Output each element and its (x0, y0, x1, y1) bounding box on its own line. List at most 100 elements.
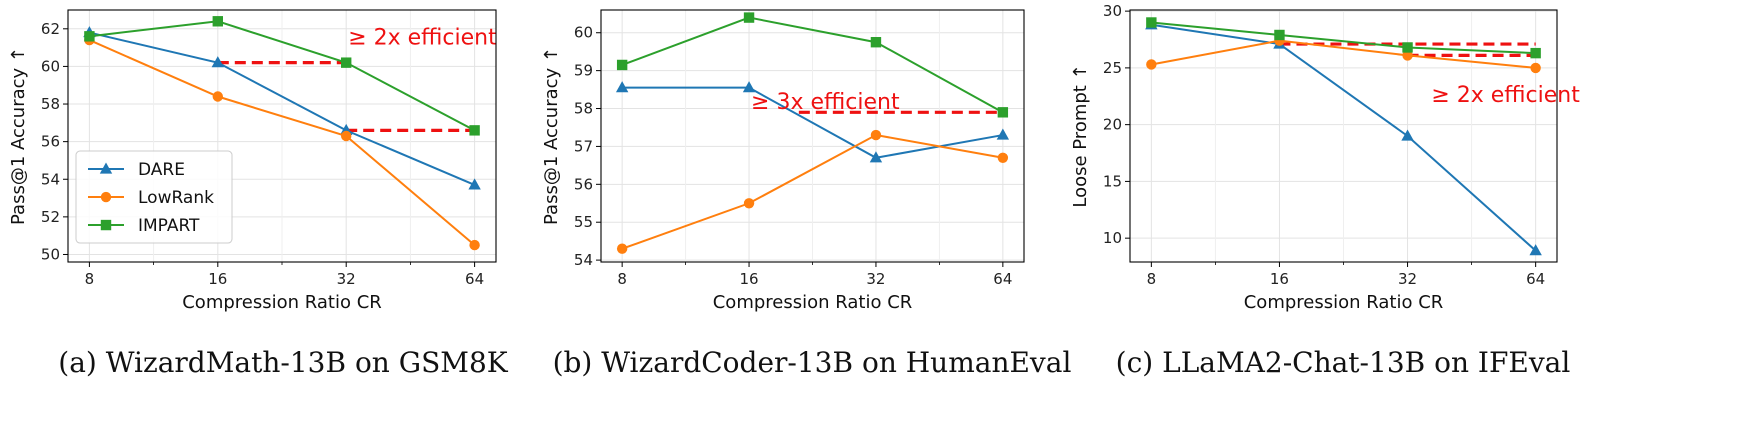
series-line-impart (1151, 21, 1536, 55)
x-axis-label: Compression Ratio CR (713, 292, 913, 313)
y-tick-label: 57 (574, 137, 593, 155)
y-tick-label: 54 (574, 251, 593, 269)
x-tick-label: 8 (617, 270, 627, 288)
x-tick-label: 64 (1526, 270, 1545, 288)
efficiency-annotation: ≥ 2x efficient (348, 25, 497, 50)
data-point (997, 152, 1009, 163)
x-tick-label: 16 (1270, 270, 1289, 288)
y-tick-label: 56 (574, 175, 593, 193)
x-tick-label: 16 (740, 270, 759, 288)
data-point (1530, 62, 1541, 74)
x-tick-label: 32 (866, 270, 885, 288)
chart-panel-1: ≥ 2x efficient 50 52 54 56 58 60 62 8 16 32 64 Compr… (8, 9, 509, 379)
x-axis-label: Compression Ratio CR (1244, 292, 1444, 313)
series-impart (1146, 17, 1541, 59)
data-point (1530, 47, 1541, 59)
legend-label-lowrank: LowRank (138, 188, 214, 208)
chart-panel-2: ≥ 3x efficient 54 55 56 57 58 59 60 8 16 32 64 Compr… (541, 9, 1072, 379)
x-tick-label: 16 (208, 270, 227, 288)
legend-label-impart: IMPART (138, 216, 200, 236)
grid (1130, 10, 1557, 262)
data-point (870, 129, 882, 141)
series-impart (84, 16, 480, 136)
x-axis-label: Compression Ratio CR (182, 292, 382, 313)
x-tick-label: 8 (1147, 270, 1157, 288)
subfigure-caption: (a) WizardMath-13B on GSM8K (58, 346, 508, 379)
y-tick-label: 58 (574, 100, 593, 118)
series-line-dare (1151, 23, 1537, 252)
series-lowrank (616, 129, 1009, 254)
data-point (1529, 244, 1542, 256)
data-point (1402, 42, 1413, 53)
data-point (869, 151, 883, 163)
data-point (743, 198, 755, 209)
x-tick-label: 32 (337, 270, 356, 288)
y-tick-label: 25 (1103, 59, 1122, 77)
y-tick-label: 52 (41, 208, 60, 226)
y-tick-label: 20 (1103, 116, 1122, 134)
subfigure-caption: (c) LLaMA2-Chat-13B on IFEval (1116, 346, 1571, 379)
x-tick-label: 64 (993, 270, 1012, 288)
legend-label-dare: DARE (138, 160, 185, 180)
y-axis-label: Pass@1 Accuracy ↑ (8, 47, 29, 225)
series-line-lowrank (1151, 39, 1536, 69)
y-tick-label: 62 (41, 20, 60, 38)
data-point (1146, 59, 1157, 70)
legend-marker (99, 162, 113, 174)
legend-marker (100, 219, 112, 231)
y-tick-label: 60 (574, 24, 593, 42)
y-tick-label: 59 (574, 62, 593, 80)
legend: DARE LowRank IMPART (75, 150, 233, 244)
data-point (742, 81, 756, 93)
data-point (341, 57, 352, 68)
data-point (997, 107, 1009, 118)
data-point (615, 81, 629, 93)
y-tick-label: 60 (41, 57, 60, 75)
y-tick-label: 50 (41, 245, 60, 263)
data-point (870, 37, 882, 48)
data-point (1402, 50, 1413, 61)
y-tick-label: 30 (1103, 2, 1122, 20)
data-point (1401, 129, 1414, 141)
y-axis-label: Pass@1 Accuracy ↑ (541, 47, 562, 225)
data-point (341, 130, 352, 142)
grid (68, 10, 496, 262)
series-line-lowrank (621, 134, 1004, 250)
data-point (212, 91, 223, 102)
series-lowrank (1146, 35, 1541, 74)
series-line-dare (89, 31, 475, 186)
series-line-impart (621, 16, 1004, 114)
data-point (996, 128, 1010, 140)
y-tick-label: 56 (41, 133, 60, 151)
legend-box (75, 150, 233, 244)
data-point (1146, 17, 1157, 28)
efficiency-annotation: ≥ 3x efficient (751, 90, 900, 115)
y-tick-label: 55 (574, 213, 593, 231)
subfigure-caption: (b) WizardCoder-13B on HumanEval (553, 346, 1072, 379)
series-line-impart (89, 20, 476, 132)
data-point (84, 31, 95, 42)
x-tick-label: 32 (1398, 270, 1417, 288)
chart-panel-3: ≥ 2x efficient 10 15 20 25 30 8 16 32 64 Compressi… (1070, 2, 1580, 379)
data-point (468, 178, 481, 190)
data-point (616, 243, 628, 254)
legend-marker (100, 191, 112, 203)
series-line-lowrank (88, 39, 476, 246)
x-tick-label: 8 (85, 270, 95, 288)
data-point (212, 16, 223, 27)
y-tick-label: 10 (1103, 229, 1122, 247)
data-point (1274, 29, 1285, 41)
y-tick-label: 54 (41, 170, 60, 188)
y-tick-label: 15 (1103, 172, 1122, 190)
data-point (469, 125, 480, 136)
data-point (469, 239, 480, 251)
data-point (211, 56, 224, 68)
efficiency-annotation: ≥ 2x efficient (1431, 83, 1580, 108)
data-point (616, 59, 628, 71)
x-tick-label: 64 (465, 270, 484, 288)
grid (601, 10, 1024, 262)
y-axis-label: Loose Prompt ↑ (1070, 64, 1091, 207)
series-impart (616, 12, 1009, 118)
y-tick-label: 58 (41, 95, 60, 113)
